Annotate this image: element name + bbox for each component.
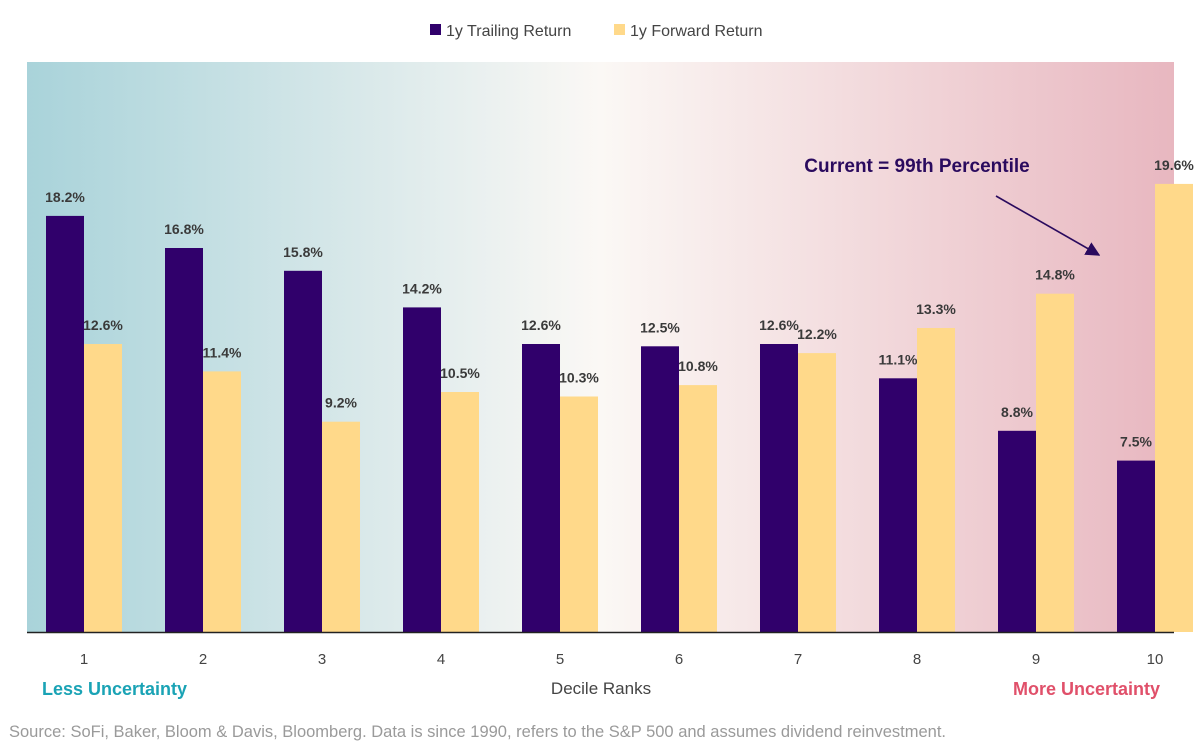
- data-label-forward-4: 10.5%: [440, 365, 480, 381]
- x-tick-label-8: 8: [913, 651, 921, 668]
- data-label-forward-6: 10.8%: [678, 358, 718, 374]
- source-note: Source: SoFi, Baker, Bloom & Davis, Bloo…: [9, 723, 946, 741]
- bar-trailing-5: [522, 344, 560, 632]
- legend-label-trailing: 1y Trailing Return: [446, 23, 571, 40]
- bar-trailing-3: [284, 270, 322, 632]
- data-label-trailing-5: 12.6%: [521, 317, 561, 333]
- bar-forward-7: [798, 353, 836, 632]
- data-label-trailing-6: 12.5%: [640, 319, 680, 335]
- bar-trailing-9: [998, 430, 1036, 632]
- data-label-trailing-4: 14.2%: [402, 280, 442, 296]
- annotation-current-percentile: Current = 99th Percentile: [804, 156, 1029, 177]
- x-tick-label-4: 4: [437, 651, 445, 668]
- data-label-forward-3: 9.2%: [325, 395, 357, 411]
- legend: 1y Trailing Return 1y Forward Return: [430, 23, 763, 40]
- x-tick-label-10: 10: [1147, 651, 1164, 668]
- bar-trailing-8: [879, 378, 917, 632]
- data-label-forward-5: 10.3%: [559, 370, 599, 386]
- data-label-trailing-2: 16.8%: [164, 221, 204, 237]
- more-uncertainty-label: More Uncertainty: [1013, 679, 1160, 699]
- data-label-forward-1: 12.6%: [83, 317, 123, 333]
- data-label-forward-7: 12.2%: [797, 326, 837, 342]
- bar-trailing-1: [46, 215, 84, 632]
- data-label-trailing-3: 15.8%: [283, 244, 323, 260]
- x-tick-label-7: 7: [794, 651, 802, 668]
- legend-swatch-trailing: [430, 24, 441, 35]
- bars-layer: 18.2% 12.6% 16.8% 11.4% 15.8% 9.2% 14.2% 10.5% 1…: [45, 157, 1194, 633]
- bar-forward-4: [441, 392, 479, 632]
- x-axis-title: Decile Ranks: [551, 679, 651, 698]
- data-label-forward-8: 13.3%: [916, 301, 956, 317]
- data-label-forward-10: 19.6%: [1154, 157, 1194, 173]
- x-tick-label-2: 2: [199, 651, 207, 668]
- annotation-arrow: [995, 195, 1101, 256]
- x-tick-label-5: 5: [556, 651, 564, 668]
- data-label-trailing-1: 18.2%: [45, 189, 85, 205]
- bar-forward-3: [322, 421, 360, 632]
- bar-trailing-6: [641, 346, 679, 633]
- data-label-forward-2: 11.4%: [203, 344, 242, 360]
- data-label-trailing-10: 7.5%: [1120, 434, 1152, 450]
- legend-label-forward: 1y Forward Return: [630, 23, 763, 40]
- bar-trailing-2: [165, 248, 203, 632]
- bar-forward-8: [917, 328, 955, 632]
- x-tick-labels: 1 2 3 4 5 6 7 8 9 10: [80, 651, 1164, 668]
- data-label-trailing-9: 8.8%: [1001, 404, 1033, 420]
- data-label-trailing-8: 11.1%: [879, 351, 918, 367]
- bar-forward-6: [679, 385, 717, 632]
- x-tick-label-9: 9: [1032, 651, 1040, 668]
- data-label-forward-9: 14.8%: [1035, 267, 1075, 283]
- bar-trailing-7: [760, 344, 798, 632]
- bar-forward-2: [203, 371, 241, 632]
- x-tick-label-3: 3: [318, 651, 326, 668]
- x-tick-label-6: 6: [675, 651, 683, 668]
- less-uncertainty-label: Less Uncertainty: [42, 679, 187, 699]
- bar-forward-10: [1155, 183, 1193, 632]
- legend-swatch-forward: [614, 24, 625, 35]
- bar-trailing-4: [403, 307, 441, 632]
- data-label-trailing-7: 12.6%: [759, 317, 799, 333]
- bar-forward-9: [1036, 293, 1074, 632]
- bar-forward-5: [560, 396, 598, 632]
- bar-forward-1: [84, 344, 122, 632]
- x-tick-label-1: 1: [80, 651, 88, 668]
- bar-trailing-10: [1117, 460, 1155, 632]
